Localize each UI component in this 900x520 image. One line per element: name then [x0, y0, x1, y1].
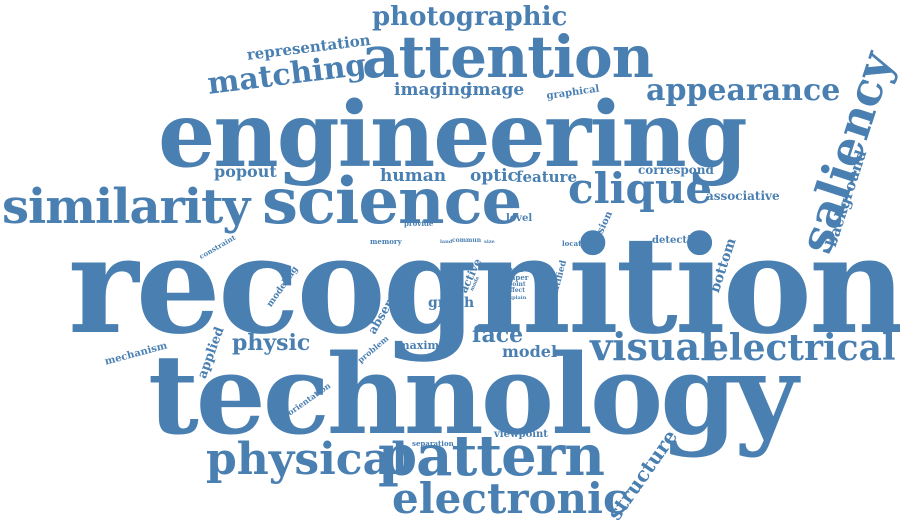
word-face: face [472, 322, 524, 348]
word-visual: visual [590, 324, 715, 369]
word-land: land [440, 239, 453, 245]
word-electronic: electronic [392, 474, 629, 520]
word-paper: paper [506, 273, 529, 282]
word-location: location [562, 239, 594, 248]
word-engineering: engineering [158, 82, 748, 188]
word-provide: provide [404, 219, 434, 228]
word-image: image [466, 80, 525, 100]
word-science: science [262, 164, 522, 239]
word-separation: separation [412, 439, 454, 448]
word-feature: feature [516, 168, 577, 186]
word-technology: technology [148, 330, 798, 459]
word-size: size [484, 239, 495, 245]
word-similarity: similarity [2, 179, 250, 235]
word-explain: explain [506, 295, 527, 301]
word-commun: commun [452, 237, 482, 244]
word-associative: associative [706, 189, 780, 203]
word-popout: popout [214, 162, 277, 181]
word-model: model [502, 342, 558, 361]
word-correspond: correspond [638, 163, 714, 177]
word-point: point [508, 281, 526, 288]
word-pattern: pattern [378, 423, 605, 489]
word-physic: physic [232, 330, 311, 356]
word-appearance: appearance [646, 73, 841, 108]
word-imaging: imaging [394, 80, 473, 100]
word-level: level [506, 213, 533, 224]
word-maximal: maximal [398, 339, 451, 352]
word-physical: physical [206, 434, 408, 485]
word-attention: attention [362, 23, 654, 91]
word-photographic: photographic [372, 2, 568, 32]
word-memory: memory [370, 237, 402, 246]
word-graph: graph [428, 295, 475, 311]
word-pixel: pixel [418, 265, 432, 271]
word-viewpoint: viewpoint [494, 429, 548, 440]
word-effect: effect [506, 287, 525, 294]
word-human: human [380, 166, 447, 186]
word-clique: clique [568, 164, 713, 213]
word-recognition: recognition [68, 206, 900, 364]
word-detection: detection [652, 235, 705, 246]
word-electrical: electrical [706, 327, 896, 369]
word-optic: optic [470, 166, 518, 186]
word-pair: pair [508, 265, 524, 274]
